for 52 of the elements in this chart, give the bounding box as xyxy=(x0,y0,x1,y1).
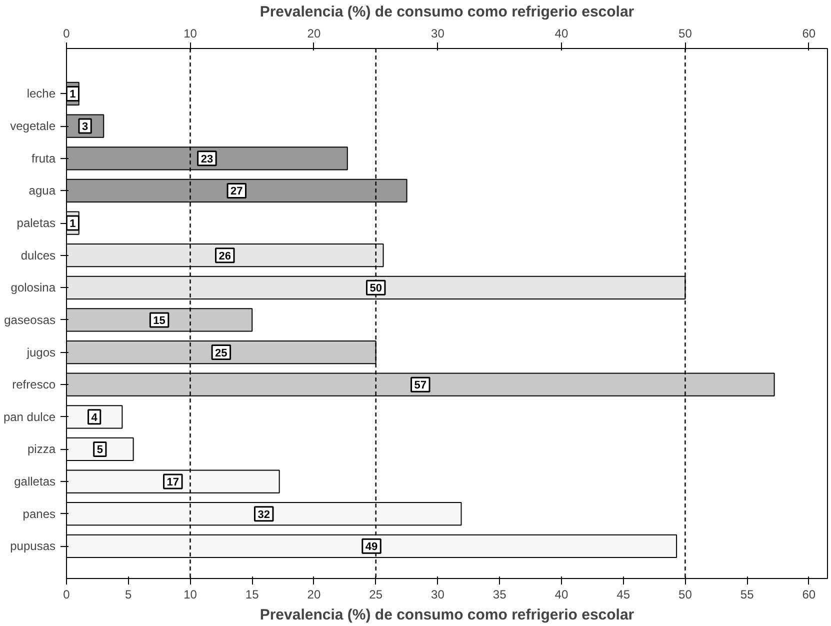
y-tick-label: dulces xyxy=(20,248,56,262)
x-tick-label: 55 xyxy=(740,588,754,602)
y-tick-label: vegetale xyxy=(10,119,56,134)
data-label: 17 xyxy=(166,476,180,489)
data-label: 32 xyxy=(258,508,270,521)
y-tick-label: pupusas xyxy=(10,539,56,554)
y-tick-label: galletas xyxy=(14,474,56,489)
x2-tick-label: 30 xyxy=(431,26,445,40)
x-tick-label: 45 xyxy=(616,588,630,602)
x2-tick-label: 20 xyxy=(307,26,321,40)
data-label: 26 xyxy=(218,250,232,262)
data-label: 57 xyxy=(414,380,427,392)
data-label: 23 xyxy=(200,153,214,166)
x-tick-label: 10 xyxy=(184,588,198,602)
data-label: 50 xyxy=(370,282,382,295)
x2-tick-label: 40 xyxy=(554,26,568,40)
y-tick-label: fruta xyxy=(31,151,56,166)
y-tick-label: leche xyxy=(26,86,56,101)
x-tick-label: 15 xyxy=(245,588,260,602)
data-label: 3 xyxy=(82,121,88,134)
y-tick-label: paletas xyxy=(16,216,56,230)
data-label: 1 xyxy=(70,88,76,101)
data-label: 25 xyxy=(215,347,228,360)
y-tick-label: pan dulce xyxy=(3,410,56,424)
data-label: 49 xyxy=(365,541,378,554)
x-tick-label: 60 xyxy=(802,588,816,602)
y-tick-label: refresco xyxy=(12,378,56,392)
x-tick-label: 0 xyxy=(63,588,70,602)
x-axis-title: Prevalencia (%) de consumo como refrigerio escolar xyxy=(260,606,634,624)
y-tick-label: golosina xyxy=(10,280,56,295)
y-tick-label: jugos xyxy=(26,345,56,360)
x2-axis-title: Prevalencia (%) de consumo como refrigerio escolar xyxy=(260,4,634,20)
x2-tick-label: 10 xyxy=(184,26,198,40)
y-tick-label: gaseosas xyxy=(4,312,56,327)
x2-tick-label: 0 xyxy=(63,26,70,40)
x-tick-label: 20 xyxy=(307,588,321,602)
y-tick-label: panes xyxy=(22,506,56,521)
data-label: 15 xyxy=(153,314,166,327)
x-tick-label: 40 xyxy=(554,588,568,602)
x-tick-label: 25 xyxy=(369,588,383,602)
data-label: 27 xyxy=(230,186,243,198)
x2-tick-label: 50 xyxy=(678,26,692,40)
y-tick-label: pizza xyxy=(27,442,56,456)
x-tick-label: 30 xyxy=(431,588,445,602)
data-label: 1 xyxy=(70,218,76,230)
data-label: 5 xyxy=(96,444,103,456)
x-tick-label: 5 xyxy=(125,588,132,602)
x-tick-label: 35 xyxy=(492,588,507,602)
y-tick-label: agua xyxy=(28,184,56,198)
x-tick-label: 50 xyxy=(678,588,692,602)
x2-tick-label: 60 xyxy=(802,26,816,40)
data-label: 4 xyxy=(91,412,98,424)
